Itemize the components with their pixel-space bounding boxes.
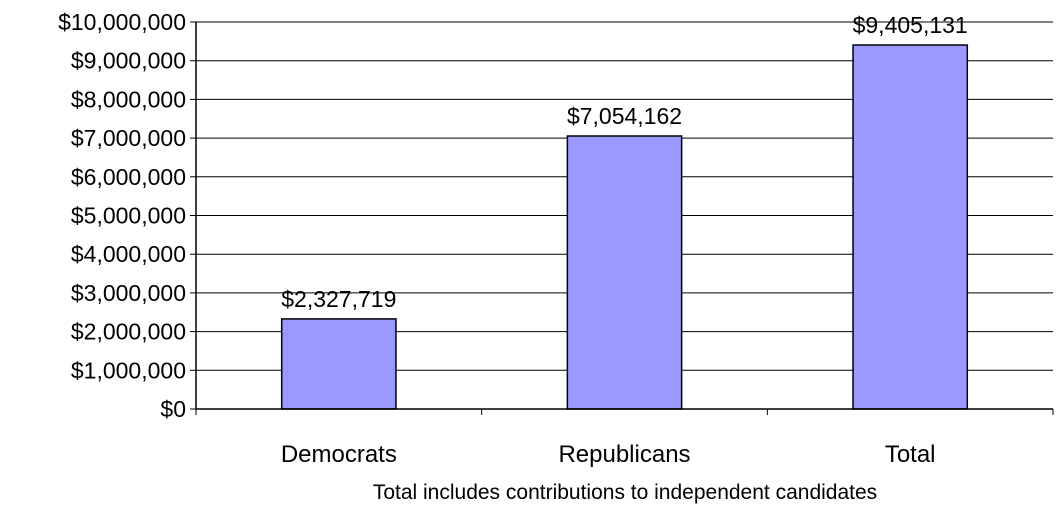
y-tick-label: $2,000,000 [71, 319, 186, 345]
data-label: $9,405,131 [853, 12, 968, 38]
bar-democrats [280, 318, 397, 410]
y-tick-label: $6,000,000 [71, 164, 186, 190]
labels: $0 $1,000,000 $2,000,000 $3,000,000 $4,000,0… [58, 9, 968, 468]
bar-republicans [566, 135, 683, 410]
y-tick-label: $1,000,000 [71, 357, 186, 383]
y-tick-label: $5,000,000 [71, 203, 186, 229]
y-tick-label: $10,000,000 [58, 9, 186, 35]
y-tick-label: $4,000,000 [71, 241, 186, 267]
y-tick-label: $0 [160, 396, 186, 422]
x-axis-title: Total includes contributions to independ… [373, 481, 877, 504]
bar-total [852, 44, 969, 410]
category-label: Democrats [281, 441, 397, 468]
category-label: Republicans [558, 441, 690, 468]
data-label: $2,327,719 [281, 286, 396, 312]
data-label: $7,054,162 [567, 103, 682, 129]
axes [190, 21, 1054, 415]
y-tick-label: $8,000,000 [71, 86, 186, 112]
y-tick-label: $3,000,000 [71, 280, 186, 306]
category-label: Total [885, 441, 936, 468]
y-tick-label: $7,000,000 [71, 125, 186, 151]
y-tick-label: $9,000,000 [71, 48, 186, 74]
